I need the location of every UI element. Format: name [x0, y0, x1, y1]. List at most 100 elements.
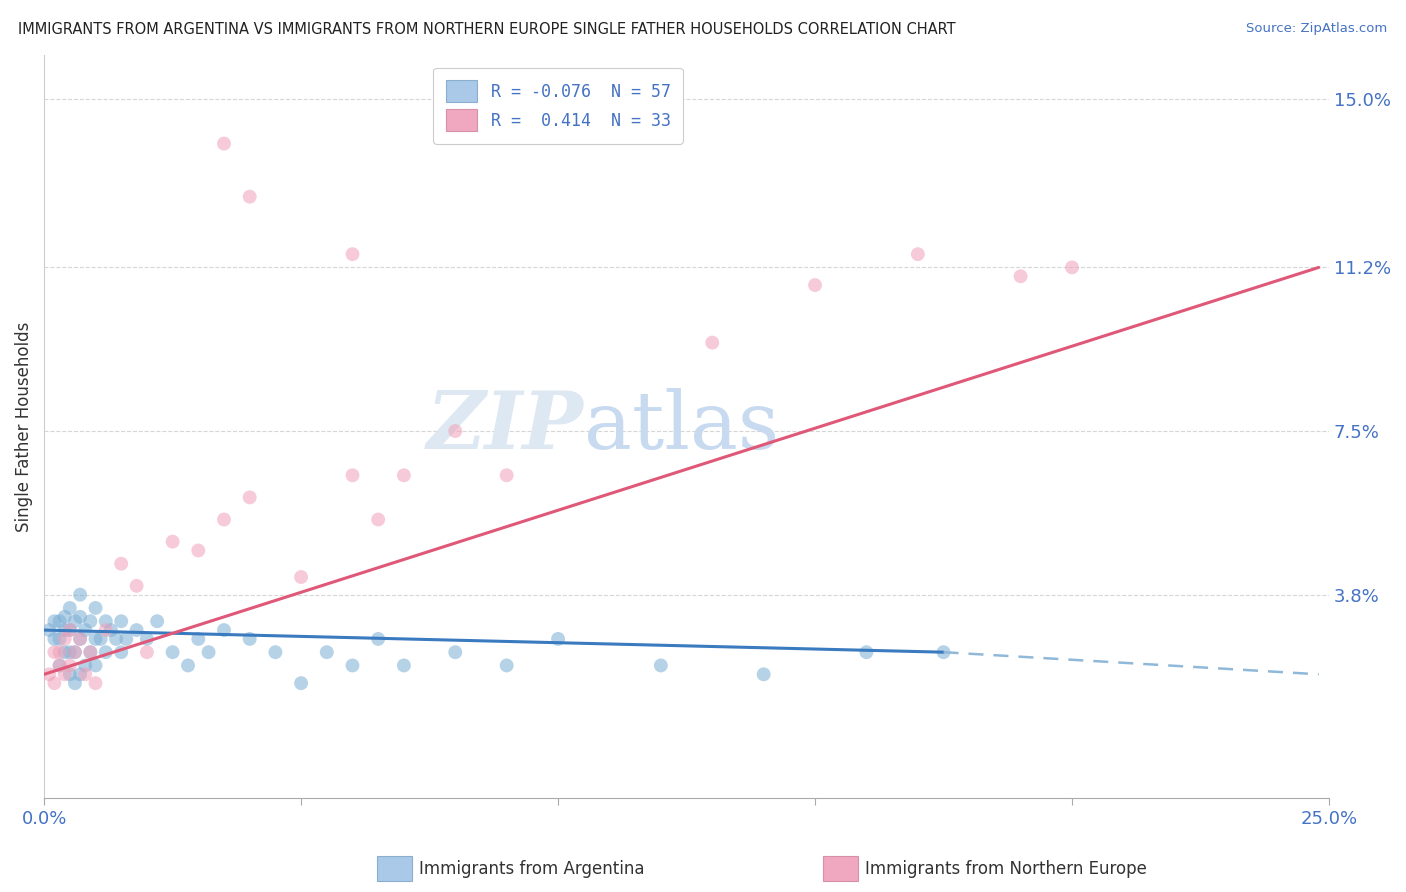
Point — [84, 601, 107, 615]
Point — [1010, 269, 1032, 284]
Point — [444, 645, 467, 659]
Point — [197, 645, 219, 659]
Point — [48, 658, 70, 673]
Point — [342, 658, 364, 673]
Point — [752, 667, 775, 681]
Point — [75, 623, 97, 637]
Point — [907, 247, 929, 261]
Point — [44, 614, 66, 628]
Point — [59, 645, 82, 659]
Point — [94, 623, 117, 637]
Point — [44, 632, 66, 646]
Point — [650, 658, 672, 673]
Point — [100, 623, 122, 637]
Y-axis label: Single Father Households: Single Father Households — [15, 321, 32, 532]
Point — [135, 632, 157, 646]
Point — [187, 632, 209, 646]
Point — [290, 570, 312, 584]
Point — [53, 623, 76, 637]
Point — [495, 468, 517, 483]
Point — [125, 579, 148, 593]
Point — [59, 601, 82, 615]
Point — [804, 278, 827, 293]
Text: IMMIGRANTS FROM ARGENTINA VS IMMIGRANTS FROM NORTHERN EUROPE SINGLE FATHER HOUSE: IMMIGRANTS FROM ARGENTINA VS IMMIGRANTS … — [18, 22, 956, 37]
Text: atlas: atlas — [583, 388, 779, 466]
Point — [212, 623, 235, 637]
Point — [84, 676, 107, 690]
Point — [162, 645, 184, 659]
Point — [932, 645, 955, 659]
Point — [702, 335, 724, 350]
Point — [367, 512, 389, 526]
Point — [146, 614, 169, 628]
Point — [177, 658, 200, 673]
Point — [59, 623, 82, 637]
Point — [110, 645, 132, 659]
Point — [239, 632, 262, 646]
Point — [53, 667, 76, 681]
Point — [105, 632, 128, 646]
Point — [63, 676, 86, 690]
Point — [63, 614, 86, 628]
Point — [125, 623, 148, 637]
Point — [38, 623, 60, 637]
Point — [75, 667, 97, 681]
Point — [79, 645, 101, 659]
Point — [290, 676, 312, 690]
Point — [48, 632, 70, 646]
Point — [53, 609, 76, 624]
Point — [38, 667, 60, 681]
Point — [855, 645, 877, 659]
Point — [187, 543, 209, 558]
Point — [79, 645, 101, 659]
Point — [264, 645, 287, 659]
Point — [69, 588, 91, 602]
Point — [444, 424, 467, 438]
Point — [239, 491, 262, 505]
Point — [239, 189, 262, 203]
Point — [212, 512, 235, 526]
Point — [69, 632, 91, 646]
Point — [547, 632, 569, 646]
Point — [79, 614, 101, 628]
Text: Source: ZipAtlas.com: Source: ZipAtlas.com — [1247, 22, 1388, 36]
Point — [342, 247, 364, 261]
Point — [392, 658, 415, 673]
Point — [1060, 260, 1083, 275]
Point — [90, 632, 112, 646]
Point — [59, 667, 82, 681]
Point — [162, 534, 184, 549]
Point — [115, 632, 138, 646]
Point — [315, 645, 337, 659]
Point — [110, 557, 132, 571]
Point — [53, 632, 76, 646]
Point — [59, 658, 82, 673]
Text: Immigrants from Argentina: Immigrants from Argentina — [419, 860, 644, 878]
Point — [342, 468, 364, 483]
Point — [53, 645, 76, 659]
Point — [69, 632, 91, 646]
Point — [63, 645, 86, 659]
Text: Immigrants from Northern Europe: Immigrants from Northern Europe — [865, 860, 1146, 878]
Point — [48, 614, 70, 628]
Point — [94, 614, 117, 628]
Point — [44, 676, 66, 690]
Point — [495, 658, 517, 673]
Point — [84, 632, 107, 646]
Text: ZIP: ZIP — [427, 388, 583, 466]
Point — [48, 658, 70, 673]
Legend: R = -0.076  N = 57, R =  0.414  N = 33: R = -0.076 N = 57, R = 0.414 N = 33 — [433, 68, 683, 144]
Point — [212, 136, 235, 151]
Point — [69, 609, 91, 624]
Point — [94, 645, 117, 659]
Point — [69, 667, 91, 681]
Point — [84, 658, 107, 673]
Point — [110, 614, 132, 628]
Point — [59, 623, 82, 637]
Point — [48, 645, 70, 659]
Point — [367, 632, 389, 646]
Point — [44, 645, 66, 659]
Point — [75, 658, 97, 673]
Point — [135, 645, 157, 659]
Point — [63, 645, 86, 659]
